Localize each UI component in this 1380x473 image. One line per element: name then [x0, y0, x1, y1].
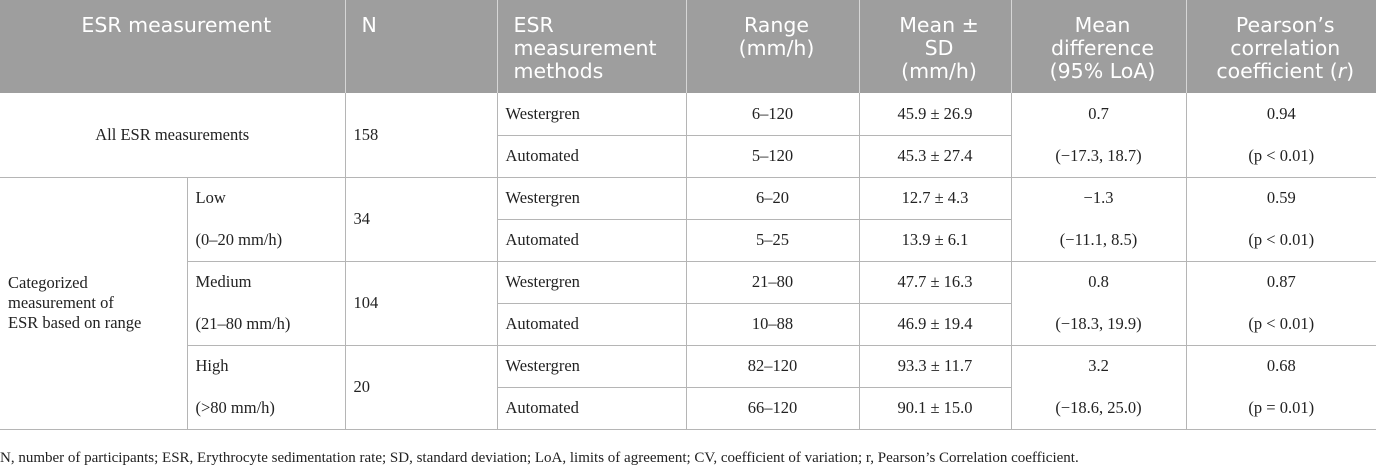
table-row: High 20 Westergren 82–120 93.3 ± 11.7 3.…: [0, 344, 1376, 430]
cell-mean-diff: (−18.6, 25.0): [1010, 387, 1187, 430]
cell-mean-sd: 90.1 ± 15.0: [858, 386, 1012, 430]
cell-group-name: Low: [186, 176, 346, 219]
table-header: ESR measurement N ESR measurement methods …: [0, 0, 1376, 93]
header-n: N: [344, 0, 497, 93]
cell-range: 6–20: [685, 176, 860, 220]
row-label-all: All ESR measurements: [0, 93, 346, 178]
cell-group-range: (>80 mm/h): [187, 387, 346, 430]
cell-pearson: 0.87: [1185, 260, 1376, 303]
table-body: All ESR measurements 158 Westergren 6–12…: [0, 93, 1376, 430]
cell-range: 66–120: [685, 386, 860, 430]
header-pearson: Pearson’s correlation coefficient (r): [1185, 0, 1376, 93]
cell-group-range: (0–20 mm/h): [187, 219, 346, 262]
cell-mean-sd: 45.3 ± 27.4: [858, 134, 1012, 178]
cell-group-name: Medium: [187, 260, 346, 303]
esr-table-container: ESR measurement N ESR measurement methods …: [0, 0, 1376, 430]
cell-method: Automated: [497, 134, 687, 178]
cell-group-range: (21–80 mm/h): [187, 303, 346, 346]
cell-mean-sd: 13.9 ± 6.1: [858, 218, 1012, 262]
cell-mean-diff: (−17.3, 18.7): [1010, 135, 1187, 178]
cell-mean-sd: 47.7 ± 16.3: [858, 260, 1012, 304]
header-mean-sd: Mean ± SD (mm/h): [858, 0, 1011, 93]
esr-comparison-table: ESR measurement N ESR measurement methods …: [0, 0, 1376, 430]
header-esr-measurement: ESR measurement: [0, 0, 345, 93]
cell-pearson: (p < 0.01): [1185, 135, 1376, 178]
cell-pearson: 0.68: [1185, 344, 1376, 387]
cell-n: 158: [344, 93, 498, 178]
row-label-categorized: Categorized measurement of ESR based on ra…: [0, 176, 188, 430]
cell-range: 10–88: [685, 302, 860, 346]
cell-mean-sd: 12.7 ± 4.3: [858, 176, 1012, 220]
cell-method: Westergren: [496, 260, 687, 304]
table-row: Medium 104 Westergren 21–80 47.7 ± 16.3 …: [0, 260, 1376, 346]
cell-mean-diff: 3.2: [1010, 344, 1187, 387]
cell-n: 104: [344, 260, 498, 346]
cell-range: 21–80: [685, 260, 860, 304]
cell-n: 20: [344, 344, 498, 430]
cell-pearson: (p = 0.01): [1185, 387, 1376, 430]
cell-mean-sd: 93.3 ± 11.7: [858, 344, 1012, 388]
cell-range: 5–120: [685, 134, 860, 178]
cell-mean-sd: 46.9 ± 19.4: [858, 302, 1012, 346]
table-footnote: N, number of participants; ESR, Erythroc…: [0, 450, 1079, 466]
cell-pearson: 0.94: [1185, 93, 1376, 135]
table-row: Categorized measurement of ESR based on ra…: [0, 176, 1376, 430]
cell-method: Automated: [496, 218, 687, 262]
cell-mean-sd: 45.9 ± 26.9: [858, 93, 1012, 136]
table-row: (>80 mm/h) Automated 66–120 90.1 ± 15.0 …: [0, 386, 1376, 430]
header-mean-difference: Mean difference (95% LoA): [1010, 0, 1186, 93]
cell-range: 82–120: [685, 344, 860, 388]
header-methods: ESR measurement methods: [496, 0, 686, 93]
cell-range: 5–25: [685, 218, 860, 262]
cell-mean-diff: −1.3: [1010, 176, 1187, 219]
cell-pearson: 0.59: [1185, 176, 1376, 219]
cell-pearson: (p < 0.01): [1185, 219, 1376, 262]
cell-method: Automated: [496, 302, 687, 346]
cell-mean-diff: (−11.1, 8.5): [1010, 219, 1187, 262]
cell-range: 6–120: [685, 93, 860, 136]
table-row: (0–20 mm/h) Automated 5–25 13.9 ± 6.1 (−…: [0, 218, 1376, 262]
header-range: Range (mm/h): [685, 0, 859, 93]
cell-method: Westergren: [496, 176, 687, 220]
cell-mean-diff: 0.7: [1010, 93, 1187, 135]
table-row: (21–80 mm/h) Automated 10–88 46.9 ± 19.4…: [0, 302, 1376, 346]
cell-method: Automated: [496, 386, 687, 430]
cell-mean-diff: (−18.3, 19.9): [1010, 303, 1187, 346]
cell-n: 34: [344, 176, 498, 262]
cell-group-name: High: [187, 344, 346, 387]
cell-mean-diff: 0.8: [1010, 260, 1187, 303]
cell-method: Westergren: [496, 344, 687, 388]
cell-pearson: (p < 0.01): [1185, 303, 1376, 346]
table-row: All ESR measurements 158 Westergren 6–12…: [0, 93, 1376, 178]
cell-method: Westergren: [496, 93, 687, 136]
